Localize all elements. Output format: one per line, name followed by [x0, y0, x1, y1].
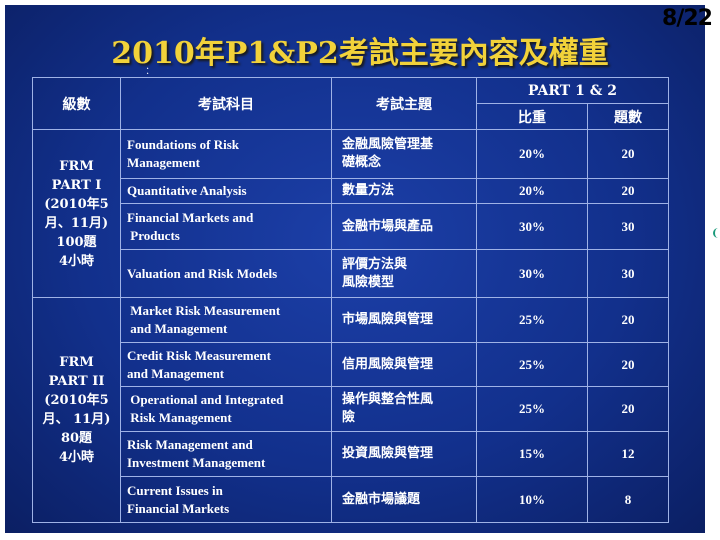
subject-cell-line: Financial Markets	[127, 500, 230, 516]
level-line: (2010年5	[44, 393, 109, 408]
topic-cell: 評價方法與 風險模型	[331, 249, 477, 298]
decorative-dots: ..	[146, 61, 150, 77]
level-cell: FRM PART II (2010年5 月、 11月) 80題 4小時	[32, 297, 121, 523]
topic-cell-line: 信用風險與管理	[342, 356, 434, 372]
topic-cell-line: 金融市場與產品	[342, 218, 434, 234]
subject-cell-line: Risk Management	[127, 410, 232, 425]
topic-cell-line: 險	[342, 410, 356, 425]
topic-cell-line: 投資風險與管理	[342, 446, 434, 461]
level-line: 4小時	[58, 253, 95, 269]
table-row: Risk Management and Investment Management…	[33, 431, 669, 477]
header-weight: 比重	[476, 103, 588, 130]
subject-cell-line: Investment Management	[127, 455, 266, 470]
weight-cell: 20%	[476, 178, 588, 204]
subject-cell-line: Operational and Integrated	[127, 392, 284, 407]
header-count: 題數	[587, 103, 669, 130]
topic-cell-line: 評價方法與	[342, 256, 408, 272]
count-cell: 8	[587, 476, 669, 523]
subject-cell-line: and Management	[127, 321, 228, 336]
subject-cell-line: Risk Management and	[127, 437, 253, 452]
header-subject: 考試科目	[120, 77, 332, 130]
topic-cell: 數量方法	[331, 178, 477, 204]
weight-cell: 25%	[476, 297, 588, 343]
subject-cell-line: Financial Markets and	[127, 209, 254, 225]
level-line: FRM	[59, 355, 94, 370]
subject-cell-line: Credit Risk Measurement	[127, 347, 271, 363]
count-cell: 20	[587, 297, 669, 343]
count-cell: 12	[587, 431, 669, 477]
level-line: 月、 11月)	[42, 412, 111, 427]
subject-cell: Quantitative Analysis	[120, 178, 332, 204]
subject-cell-line: Products	[127, 227, 180, 243]
topic-cell-line: 金融風險管理基	[342, 137, 434, 152]
header-level: 級數	[32, 77, 121, 130]
table-row: Valuation and Risk Models 評價方法與 風險模型 30% 30	[33, 249, 669, 298]
topic-cell: 投資風險與管理	[331, 431, 477, 477]
subject-cell-line: Quantitative Analysis	[127, 183, 247, 198]
header-topic: 考試主題	[331, 77, 477, 130]
topic-cell-line: 數量方法	[342, 183, 395, 198]
count-cell: 30	[587, 203, 669, 250]
level-line: 4小時	[58, 450, 95, 465]
subject-cell-line: Valuation and Risk Models	[127, 265, 278, 281]
weight-cell: 10%	[476, 476, 588, 523]
level-line: 100題	[56, 234, 97, 250]
topic-cell: 操作與整合性風險	[331, 386, 477, 432]
topic-cell-line: 礎概念	[342, 155, 382, 170]
subject-cell-line: Market Risk Measurement	[127, 303, 281, 318]
topic-cell: 金融市場議題	[331, 476, 477, 523]
count-cell: 20	[587, 342, 669, 387]
table-row: Quantitative Analysis 數量方法 20% 20	[33, 178, 669, 204]
topic-cell-line: 風險模型	[342, 274, 395, 290]
subject-cell: Market Risk Measurement and Management	[120, 297, 332, 343]
level-cell: FRM PART I (2010年5 月、11月) 100題 4小時	[32, 129, 121, 298]
subject-cell-line: Current Issues in	[127, 482, 223, 498]
table-row: Operational and Integrated Risk Manageme…	[33, 386, 669, 432]
topic-cell-line: 市場風險與管理	[342, 312, 434, 327]
level-line: PART II	[48, 374, 105, 389]
table-row: Financial Markets and Products 金融市場與產品 30%…	[33, 203, 669, 250]
weight-cell: 15%	[476, 431, 588, 477]
topic-cell-line: 金融市場議題	[342, 491, 421, 507]
count-cell: 20	[587, 129, 669, 179]
weight-cell: 30%	[476, 249, 588, 298]
bottom-strip	[0, 533, 720, 540]
topic-cell: 金融風險管理基 礎概念	[331, 129, 477, 179]
subject-cell: Financial Markets and Products	[120, 203, 332, 250]
topic-cell: 信用風險與管理	[331, 342, 477, 387]
level-line: PART I	[51, 177, 102, 193]
level-line: FRM	[59, 158, 94, 174]
table-row: Credit Risk Measurement and Management 信用風…	[33, 342, 669, 387]
table-row: Current Issues in Financial Markets 金融市場議題…	[33, 476, 669, 523]
subject-cell-line: Management	[127, 155, 200, 170]
page-number: 8/22	[662, 6, 713, 31]
subject-cell: Risk Management and Investment Management	[120, 431, 332, 477]
slide-title: 2010年P1&P2考試主要內容及權重	[111, 36, 609, 71]
subject-cell: Operational and Integrated Risk Manageme…	[120, 386, 332, 432]
weight-cell: 25%	[476, 386, 588, 432]
topic-cell-line: 操作與整合性風	[342, 392, 434, 407]
subject-cell-line: Foundations of Risk	[127, 137, 239, 152]
table-row: FRM PART II (2010年5 月、 11月) 80題 4小時 Market Ri…	[32, 297, 669, 523]
subject-cell: Foundations of Risk Management	[120, 129, 332, 179]
topic-cell: 金融市場與產品	[331, 203, 477, 250]
weight-cell: 25%	[476, 342, 588, 387]
exam-content-table: 級數 考試科目 考試主題 PART 1 & 2 比重 題數 FRM PART I (…	[32, 77, 669, 523]
count-cell: 20	[587, 178, 669, 204]
side-mark	[713, 228, 719, 238]
level-line: (2010年5	[44, 196, 109, 212]
subject-cell: Valuation and Risk Models	[120, 249, 332, 298]
weight-cell: 30%	[476, 203, 588, 250]
count-cell: 20	[587, 386, 669, 432]
weight-cell: 20%	[476, 129, 588, 179]
header-part: PART 1 & 2	[476, 77, 669, 104]
count-cell: 30	[587, 249, 669, 298]
subject-cell: Credit Risk Measurement and Management	[120, 342, 332, 387]
subject-cell: Current Issues in Financial Markets	[120, 476, 332, 523]
level-line: 月、11月)	[44, 215, 109, 231]
level-line: 80題	[60, 431, 93, 446]
table-row: FRM PART I (2010年5 月、11月) 100題 4小時 Foundations…	[32, 129, 669, 298]
subject-cell-line: and Management	[127, 365, 225, 381]
topic-cell: 市場風險與管理	[331, 297, 477, 343]
